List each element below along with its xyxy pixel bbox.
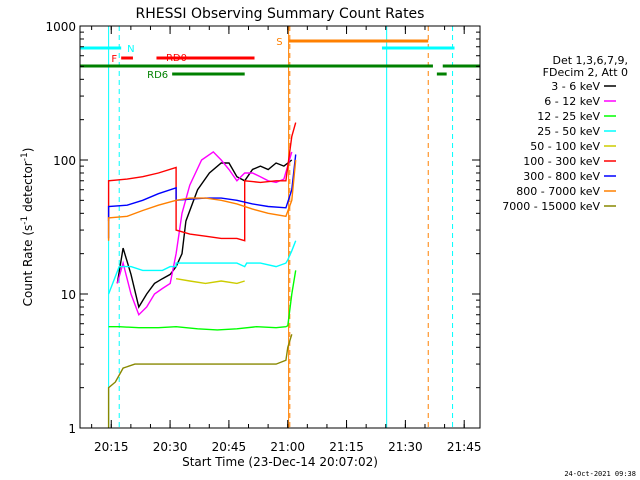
y-axis-label: Count Rate (s-1 detector-1) [20,148,35,307]
x-tick-label: 21:15 [329,440,364,454]
legend-label: 50 - 100 keV [530,140,600,153]
legend-label: 3 - 6 keV [551,80,600,93]
legend-label: 7000 - 15000 keV [502,200,600,213]
flag-bars: N S F RD0 RD6 [80,37,480,81]
flag-bar-label: RD0 [166,53,187,64]
y-axis-label-part: Count Rate (s [21,225,35,307]
x-tick-label: 20:30 [153,440,188,454]
legend-label: 25 - 50 keV [537,125,600,138]
legend-header: FDecim 2, Att 0 [543,66,628,79]
series-lines [107,122,297,428]
series-line [116,150,293,317]
flag-bar-label: N [127,44,134,55]
x-tick-label: 21:30 [388,440,423,454]
y-axis-label-superscript: -1 [20,152,30,161]
legend-label: 12 - 25 keV [537,110,600,123]
legend-label: 6 - 12 keV [544,95,600,108]
y-axis-ticks: 1 10 100 1000 [45,20,480,436]
y-axis-label-part: ) [21,148,35,153]
plot-frame [79,25,481,429]
x-axis-ticks: 20:15 20:30 20:45 21:00 21:15 21:30 21:45 [91,26,482,454]
flag-bar-label: RD6 [147,70,168,81]
series-line [116,159,293,309]
series-line [107,240,297,295]
footer-timestamp: 24-Oct-2021 09:38 [564,470,636,478]
series-line [107,154,297,239]
legend-header: Det 1,3,6,7,9, [552,54,628,67]
series-line [107,159,297,241]
legend-label: 300 - 800 keV [523,170,600,183]
chart-title: RHESSI Observing Summary Count Rates [136,6,425,22]
series-line [175,278,245,285]
legend-label: 800 - 7000 keV [516,185,600,198]
x-tick-label: 20:15 [94,440,129,454]
series-line [107,334,293,428]
y-tick-label: 10 [61,288,76,302]
x-tick-label: 20:45 [212,440,247,454]
flag-bar-label: S [276,37,282,48]
y-tick-label: 1 [68,422,76,436]
series-line [107,122,297,242]
x-tick-label: 21:45 [447,440,482,454]
y-axis-label-superscript: -1 [20,216,30,225]
y-tick-label: 100 [53,154,76,168]
flag-bar-label: F [111,54,117,65]
legend-label: 100 - 300 keV [523,155,600,168]
y-tick-label: 1000 [45,20,76,34]
series-line [108,270,297,331]
vertical-markers [79,26,454,428]
y-axis-label-part: detector [21,161,35,216]
x-tick-label: 21:00 [270,440,305,454]
x-axis-label: Start Time (23-Dec-14 20:07:02) [182,455,378,469]
legend: Det 1,3,6,7,9,FDecim 2, Att 03 - 6 keV 6 … [502,54,628,213]
